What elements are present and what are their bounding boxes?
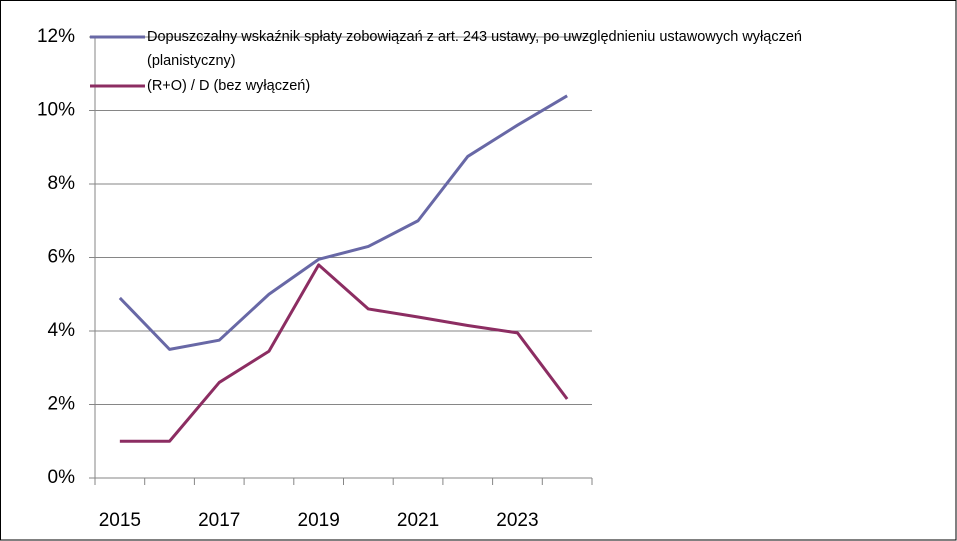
x-tick-label: 2023 <box>496 510 538 531</box>
y-tick-label: 6% <box>48 247 76 268</box>
x-tick-label: 2021 <box>397 510 439 531</box>
y-tick-label: 12% <box>37 26 75 47</box>
y-tick-label: 4% <box>48 320 76 341</box>
series-line <box>118 94 568 351</box>
y-tick-label: 0% <box>48 467 76 488</box>
x-tick-label: 2019 <box>298 510 340 531</box>
y-tick-label: 10% <box>37 100 75 121</box>
y-tick-label: 2% <box>48 394 76 415</box>
x-tick-label: 2015 <box>99 510 141 531</box>
x-tick-label: 2017 <box>198 510 240 531</box>
legend-label: Dopuszczalny wskaźnik spłaty zobowiązań … <box>147 29 802 69</box>
series-line <box>119 263 569 443</box>
y-tick-label: 8% <box>48 173 76 194</box>
legend-label: (R+O) / D (bez wyłączeń) <box>147 78 311 94</box>
